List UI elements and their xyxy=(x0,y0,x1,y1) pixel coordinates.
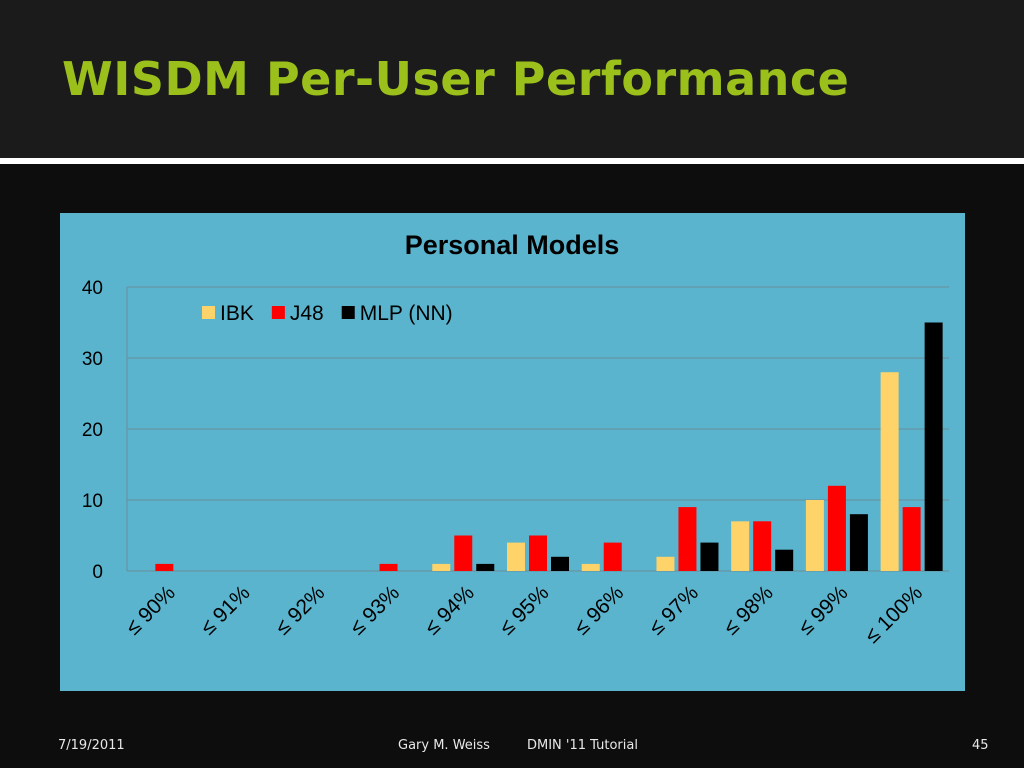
bar-j48 xyxy=(454,535,473,571)
legend-label: J48 xyxy=(290,302,324,325)
x-tick-label: ≤ 99% xyxy=(794,581,852,639)
x-tick-label: ≤ 92% xyxy=(271,581,329,639)
x-tick-label: ≤ 91% xyxy=(196,581,254,639)
legend-swatch xyxy=(202,306,215,319)
y-tick-label: 30 xyxy=(82,349,103,370)
bar-ibk xyxy=(432,563,451,571)
y-tick-label: 40 xyxy=(82,278,103,299)
bar-mlp-nn- xyxy=(924,322,943,571)
legend-swatch xyxy=(271,306,285,319)
bar-j48 xyxy=(827,485,846,571)
bar-chart: Personal Models 0 10 20 30 40 ≤ 90% ≤ 91% ≤ 92%… xyxy=(82,230,949,648)
bar-ibk xyxy=(656,556,675,571)
bar-ibk xyxy=(805,500,824,571)
bar-mlp-nn- xyxy=(476,563,495,571)
bar-j48 xyxy=(902,507,921,571)
bar-ibk xyxy=(507,542,525,571)
x-tick-label: ≤ 95% xyxy=(495,581,553,639)
legend-swatch xyxy=(341,306,355,319)
x-tick-label: ≤ 90% xyxy=(122,581,180,639)
bar-j48 xyxy=(379,563,398,571)
title-band xyxy=(0,0,1024,158)
x-tick-label: ≤ 94% xyxy=(421,581,479,639)
bar-mlp-nn- xyxy=(700,542,719,571)
footer-presenter: Gary M. Weiss xyxy=(398,738,490,753)
bar-j48 xyxy=(529,535,547,571)
footer-event: DMIN '11 Tutorial xyxy=(527,738,638,753)
footer-date: 7/19/2011 xyxy=(58,738,125,753)
legend-label: IBK xyxy=(220,302,254,325)
bar-mlp-nn- xyxy=(849,514,868,571)
x-tick-label: ≤ 100% xyxy=(861,581,928,648)
title-divider xyxy=(0,158,1024,164)
bar-ibk xyxy=(731,521,750,571)
x-tick-label: ≤ 97% xyxy=(645,581,703,639)
bar-ibk xyxy=(581,563,600,571)
bar-ibk xyxy=(880,372,899,571)
chart-title: Personal Models xyxy=(405,230,620,260)
y-tick-label: 0 xyxy=(92,562,103,583)
legend-label: MLP (NN) xyxy=(360,302,453,325)
y-tick-label: 20 xyxy=(82,420,103,441)
bar-j48 xyxy=(753,521,772,571)
footer-page-number: 45 xyxy=(972,738,989,753)
x-tick-label: ≤ 93% xyxy=(346,581,404,639)
bar-mlp-nn- xyxy=(551,556,569,571)
slide-title: WISDM Per-User Performance xyxy=(62,52,850,106)
bar-mlp-nn- xyxy=(775,549,794,571)
x-tick-label: ≤ 96% xyxy=(570,581,628,639)
bar-j48 xyxy=(155,563,174,571)
chart-panel: Personal Models 0 10 20 30 40 ≤ 90% ≤ 91% ≤ 92%… xyxy=(60,213,965,691)
bar-j48 xyxy=(603,542,622,571)
y-tick-label: 10 xyxy=(82,491,103,512)
bar-j48 xyxy=(678,507,697,571)
x-tick-label: ≤ 98% xyxy=(719,581,777,639)
